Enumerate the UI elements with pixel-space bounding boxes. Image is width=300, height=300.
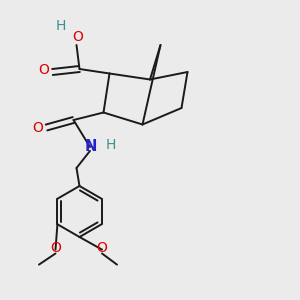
Text: H: H <box>106 138 116 152</box>
Text: O: O <box>50 241 61 255</box>
Text: O: O <box>38 64 49 77</box>
Text: O: O <box>73 30 83 44</box>
Text: H: H <box>56 19 66 32</box>
Text: O: O <box>32 121 43 135</box>
Text: N: N <box>84 139 97 154</box>
Text: O: O <box>97 241 107 255</box>
